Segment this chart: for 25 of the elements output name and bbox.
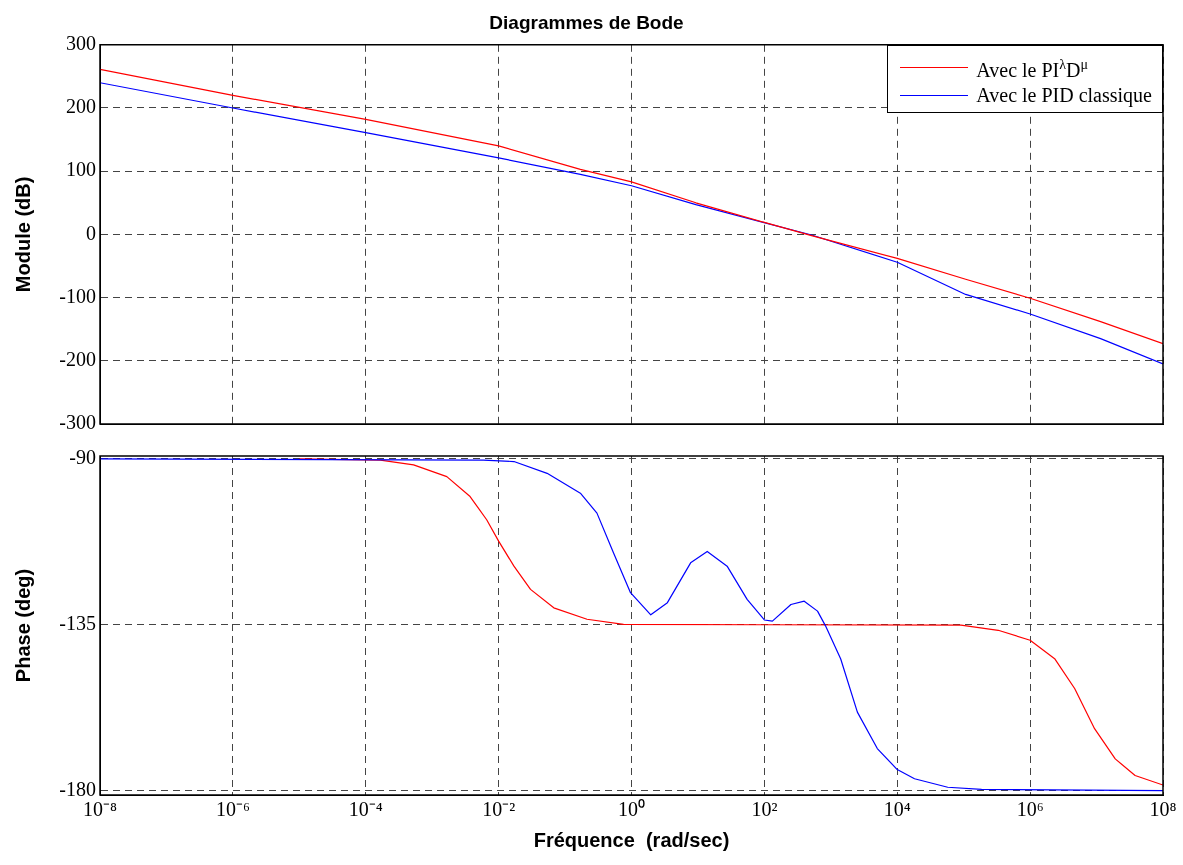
x-tick-label: 10⁻⁴ [348, 798, 383, 821]
y-axis-title: Phase (deg) [11, 568, 34, 683]
y-tick-label: -135 [59, 612, 96, 635]
x-tick-label: 10² [751, 798, 778, 821]
x-tick-label: 10⁻⁶ [215, 798, 250, 821]
y-tick-label: 100 [66, 158, 96, 181]
y-tick-label: -200 [59, 348, 96, 371]
y-tick-label: 200 [66, 95, 96, 118]
y-tick-label: -180 [59, 777, 96, 800]
legend-label: Avec le PID classique [976, 83, 1152, 109]
y-tick-label: 0 [86, 221, 96, 244]
y-axis-title: Module (dB) [11, 176, 34, 293]
chart-title: Diagrammes de Bode [489, 11, 684, 33]
x-tick-label: 10⁰ [618, 798, 645, 821]
x-tick-label: 10⁴ [883, 798, 911, 821]
x-axis-title: Fréquence (rad/sec) [533, 828, 730, 851]
x-tick-label: 10⁻⁸ [83, 798, 118, 821]
y-tick-label: -90 [69, 446, 96, 469]
legend-label: Avec le PI$^{λ}$D$^{μ}$ [976, 55, 1089, 83]
y-tick-label: 300 [66, 32, 96, 55]
y-tick-label: -300 [59, 411, 96, 434]
x-tick-label: 10⁸ [1149, 798, 1177, 821]
x-tick-label: 10⁶ [1016, 798, 1044, 821]
y-tick-label: -100 [59, 284, 96, 307]
x-tick-label: 10⁻² [482, 798, 516, 821]
